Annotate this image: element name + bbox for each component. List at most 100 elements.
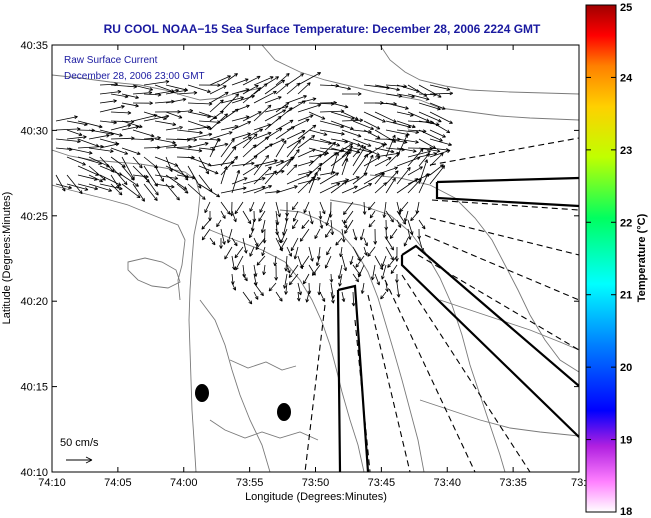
x-tick-label: 74:05 — [104, 477, 132, 489]
current-vector — [99, 142, 120, 149]
current-vector — [396, 138, 419, 144]
current-vector — [220, 73, 238, 86]
current-vector — [396, 178, 419, 194]
current-vector — [132, 84, 154, 91]
current-vector — [273, 255, 278, 267]
current-vector — [253, 273, 258, 286]
current-vector — [220, 201, 231, 215]
current-vector — [396, 120, 416, 129]
current-vector — [209, 75, 232, 86]
current-vector — [341, 228, 346, 243]
current-vector — [351, 291, 356, 307]
current-vector — [429, 91, 454, 96]
current-vector — [253, 282, 264, 297]
current-vector — [165, 111, 183, 119]
current-vector — [231, 121, 252, 131]
current-vector — [231, 282, 236, 291]
current-vector — [300, 255, 310, 269]
current-vector — [308, 264, 316, 276]
current-vector — [407, 111, 430, 122]
current-vector — [352, 228, 358, 241]
current-vector — [242, 128, 264, 140]
current-vector — [253, 136, 270, 149]
current-vector — [201, 228, 211, 241]
current-vector — [374, 166, 398, 176]
current-vector — [341, 148, 352, 167]
current-vector — [143, 165, 158, 187]
current-vector — [369, 210, 376, 219]
current-vector — [264, 79, 286, 95]
current-vector — [286, 82, 301, 95]
current-vector — [292, 219, 299, 230]
current-vector — [234, 201, 244, 215]
current-vector — [253, 291, 259, 300]
current-vector — [385, 177, 396, 194]
current-vector — [253, 166, 272, 185]
current-vector — [385, 134, 396, 158]
current-vector — [381, 264, 387, 280]
current-vector — [209, 110, 224, 122]
current-vector — [231, 255, 236, 271]
current-vector — [143, 136, 161, 140]
current-vector — [286, 118, 310, 131]
current-vector — [242, 177, 266, 185]
current-vector — [407, 166, 423, 176]
current-vector — [187, 84, 211, 93]
current-vector — [297, 176, 315, 194]
current-vector — [297, 82, 311, 95]
current-vector — [231, 177, 248, 185]
current-vector — [209, 142, 229, 149]
current-vector — [176, 137, 198, 142]
current-vector — [99, 99, 117, 104]
current-vector — [404, 210, 409, 222]
current-vector — [249, 201, 255, 212]
current-vector — [352, 153, 369, 176]
current-vector — [209, 137, 220, 158]
current-vector — [132, 183, 145, 202]
legend-title: Raw Surface Current — [64, 55, 158, 66]
current-vector — [286, 164, 298, 176]
current-vector — [338, 273, 343, 287]
current-vector — [242, 291, 253, 305]
current-vector — [339, 246, 343, 258]
current-vector — [274, 264, 279, 281]
current-vector — [275, 140, 287, 158]
current-vector — [264, 96, 282, 104]
current-vector — [396, 156, 421, 167]
current-vector — [198, 174, 213, 193]
current-vector — [187, 183, 206, 200]
y-tick-label: 40:20 — [20, 296, 48, 308]
current-vector — [204, 201, 211, 214]
current-vector — [268, 282, 277, 292]
current-vector — [154, 143, 178, 149]
current-vector — [418, 219, 426, 230]
current-vector — [429, 165, 446, 185]
current-vector — [385, 152, 401, 167]
current-vector — [249, 228, 255, 239]
current-vector — [253, 185, 272, 194]
current-vector — [88, 156, 110, 168]
current-vector — [374, 111, 397, 123]
current-vector — [293, 210, 299, 222]
current-vector — [330, 180, 348, 194]
current-vector — [242, 210, 252, 225]
current-vector — [286, 136, 306, 149]
current-vector — [201, 219, 211, 230]
current-vector — [132, 113, 158, 122]
current-vector — [121, 174, 139, 187]
current-vector — [275, 201, 281, 218]
colorbar-tick-label: 18 — [620, 506, 632, 518]
current-vector — [253, 237, 259, 247]
x-tick-label: 73:40 — [433, 477, 461, 489]
map-frame — [51, 44, 580, 473]
current-vector — [319, 129, 345, 136]
current-vector — [308, 210, 314, 225]
current-vector — [303, 201, 310, 214]
current-vector — [143, 183, 158, 202]
x-tick-label: 73:45 — [368, 477, 396, 489]
current-vector — [352, 145, 366, 167]
current-vector — [220, 138, 235, 158]
current-vector — [352, 273, 359, 283]
colorbar-tick-label: 23 — [620, 145, 632, 157]
